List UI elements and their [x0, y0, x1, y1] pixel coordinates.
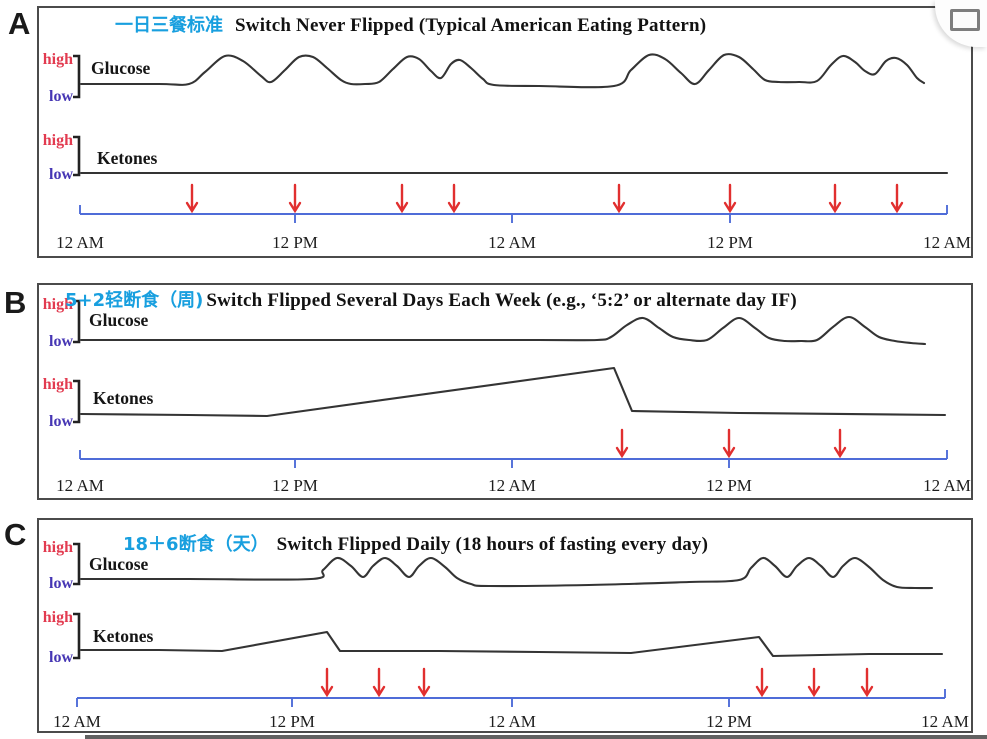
meal-arrows — [615, 428, 847, 459]
series-glucose: high low Glucose — [43, 296, 927, 350]
panel-b-letter: B — [4, 285, 27, 320]
panel-c: high low Glucose high low Ketones 12 AM 12 PM 12… — [37, 518, 973, 733]
meal-arrow-icon — [447, 183, 461, 214]
ketones-series-label: Ketones — [93, 388, 153, 408]
time-label: 12 PM — [272, 233, 318, 252]
ketones-series-label: Ketones — [93, 626, 153, 646]
ketones-low-label: low — [49, 413, 73, 430]
glucose-high-label: high — [43, 539, 73, 556]
meal-arrow-icon — [833, 428, 847, 459]
meal-arrow-icon — [723, 183, 737, 214]
time-label: 12 PM — [706, 476, 752, 495]
panel-a: high low Glucose high low Ketones 12 AM 12 PM 12… — [37, 6, 973, 258]
series-ketones: high low Ketones — [43, 132, 949, 183]
meal-arrow-icon — [860, 667, 874, 698]
ketones-axis — [73, 379, 81, 424]
panel-c-title-en: Switch Flipped Daily (18 hours of fastin… — [276, 534, 709, 555]
glucose-curve — [79, 315, 927, 346]
ketones-axis — [73, 135, 81, 177]
ketones-low-label: low — [49, 166, 73, 183]
time-label: 12 AM — [53, 712, 101, 731]
panel-b-title-zh: 5+2轻断食（周) — [65, 290, 204, 311]
ketones-series-label: Ketones — [97, 148, 157, 168]
meal-arrow-icon — [828, 183, 842, 214]
glucose-series-label: Glucose — [89, 310, 149, 330]
meal-arrow-icon — [612, 183, 626, 214]
meal-arrow-icon — [807, 667, 821, 698]
glucose-series-label: Glucose — [89, 554, 149, 574]
time-label: 12 PM — [707, 233, 753, 252]
meal-arrow-icon — [372, 667, 386, 698]
meal-arrow-icon — [755, 667, 769, 698]
glucose-low-label: low — [49, 333, 73, 350]
panel-a-title: 一日三餐标准 Switch Never Flipped (Typical Ame… — [39, 8, 706, 37]
time-label: 12 PM — [269, 712, 315, 731]
time-label: 12 AM — [923, 233, 971, 252]
meal-arrows — [320, 667, 874, 698]
time-label: 12 PM — [272, 476, 318, 495]
series-glucose: high low Glucose — [43, 51, 926, 105]
meal-arrow-icon — [185, 183, 199, 214]
ketones-low-label: low — [49, 649, 73, 666]
timeline: 12 AM 12 PM 12 AM 12 PM 12 AM — [53, 689, 969, 731]
ketones-curve — [79, 630, 944, 658]
meal-arrow-icon — [320, 667, 334, 698]
meal-arrow-icon — [722, 428, 736, 459]
maximize-icon — [950, 9, 980, 31]
ketones-high-label: high — [43, 132, 73, 149]
panel-b-title: 5+2轻断食（周) Switch Flipped Several Days Ea… — [39, 285, 797, 312]
time-label: 12 AM — [488, 233, 536, 252]
timeline: 12 AM 12 PM 12 AM 12 PM 12 AM — [56, 450, 971, 495]
panel-a-title-en: Switch Never Flipped (Typical American E… — [235, 15, 707, 36]
meal-arrow-icon — [890, 183, 904, 214]
meal-arrow-icon — [615, 428, 629, 459]
meal-arrow-icon — [395, 183, 409, 214]
timeline: 12 AM 12 PM 12 AM 12 PM 12 AM — [56, 205, 971, 252]
glucose-series-label: Glucose — [91, 58, 151, 78]
glucose-axis — [73, 299, 81, 344]
glucose-axis — [73, 542, 81, 586]
time-label: 12 PM — [706, 712, 752, 731]
panel-c-title-zh: 18＋6断食（天） — [123, 534, 269, 555]
time-label: 12 AM — [921, 712, 969, 731]
panel-b-title-en: Switch Flipped Several Days Each Week (e… — [206, 290, 797, 311]
ketones-high-label: high — [43, 376, 73, 393]
meal-arrow-icon — [288, 183, 302, 214]
time-label: 12 AM — [488, 712, 536, 731]
bottom-crop-edge — [85, 735, 987, 739]
panel-c-title: 18＋6断食（天） Switch Flipped Daily (18 hours… — [39, 520, 708, 556]
time-label: 12 AM — [923, 476, 971, 495]
series-ketones: high low Ketones — [43, 609, 944, 666]
panel-c-letter: C — [4, 517, 27, 552]
glucose-low-label: low — [49, 88, 73, 105]
glucose-high-label: high — [43, 51, 73, 68]
time-label: 12 AM — [56, 476, 104, 495]
panel-b: high low Glucose high low Ketones 12 AM 12 PM 12… — [37, 283, 973, 500]
glucose-curve — [79, 556, 934, 590]
glucose-high-label: high — [43, 296, 73, 313]
glucose-low-label: low — [49, 575, 73, 592]
ketones-curve — [79, 366, 947, 418]
series-ketones: high low Ketones — [43, 366, 947, 430]
glucose-axis — [73, 54, 81, 99]
meal-arrow-icon — [417, 667, 431, 698]
panel-a-title-zh: 一日三餐标准 — [115, 15, 223, 36]
time-label: 12 AM — [56, 233, 104, 252]
meal-arrows — [185, 183, 904, 214]
ketones-high-label: high — [43, 609, 73, 626]
series-glucose: high low Glucose — [43, 539, 934, 592]
panel-a-letter: A — [8, 6, 31, 41]
ketones-axis — [73, 612, 81, 660]
glucose-curve — [79, 53, 926, 89]
time-label: 12 AM — [488, 476, 536, 495]
